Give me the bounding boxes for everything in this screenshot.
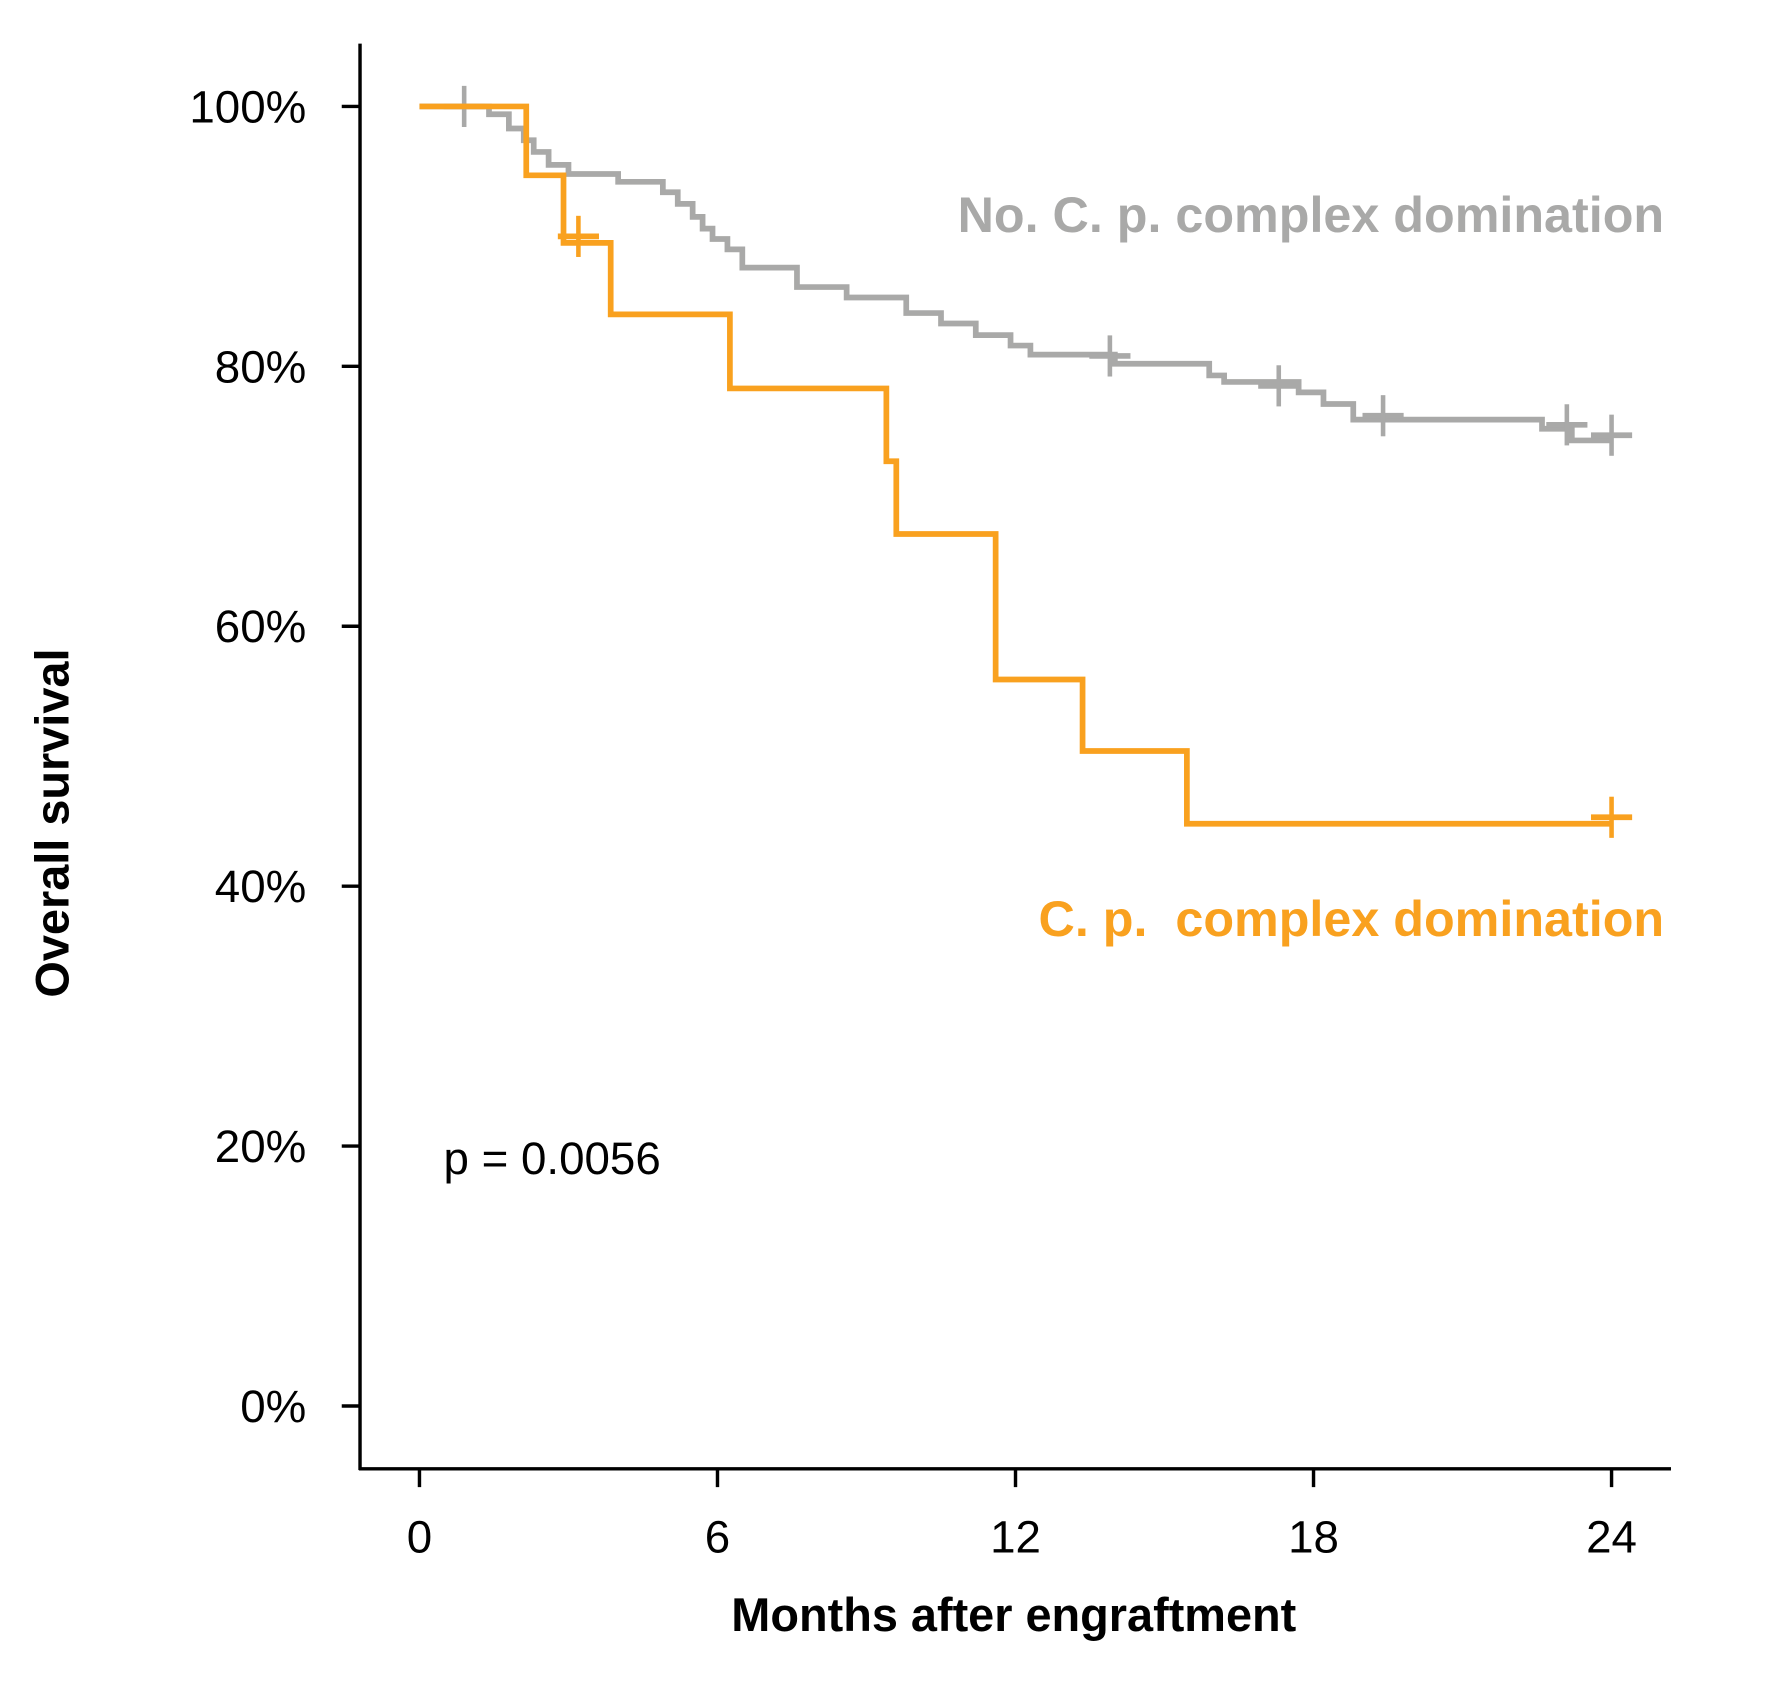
y-tick-label: 20%	[215, 1121, 306, 1172]
y-tick-label: 80%	[215, 341, 306, 392]
plot-area	[419, 85, 1633, 838]
y-tick-label: 40%	[215, 861, 306, 912]
x-ticks: 0 6 12 18 24	[407, 1468, 1637, 1562]
y-tick-label: 60%	[215, 601, 306, 652]
series-0	[419, 85, 1633, 456]
censor-mark	[1546, 404, 1588, 446]
x-tick-label: 0	[407, 1511, 432, 1562]
x-tick-label: 24	[1586, 1511, 1637, 1562]
censor-mark	[557, 215, 599, 257]
series-label-cp-domination: C. p. complex domination	[1039, 890, 1665, 947]
censor-mark	[1258, 365, 1300, 407]
survival-curve	[419, 103, 1612, 827]
series-1	[419, 103, 1633, 838]
series-label-no-cp-domination: No. C. p. complex domination	[958, 186, 1665, 243]
y-tick-label: 0%	[240, 1381, 306, 1432]
censor-mark	[1089, 335, 1131, 377]
y-tick-label: 100%	[189, 81, 306, 132]
p-value-annotation: p = 0.0056	[443, 1133, 660, 1184]
x-tick-label: 12	[990, 1511, 1041, 1562]
censor-mark	[1590, 414, 1633, 456]
x-tick-label: 6	[705, 1511, 730, 1562]
x-axis-title: Months after engraftment	[731, 1589, 1296, 1641]
censor-mark	[1590, 796, 1633, 838]
y-ticks: 0% 20% 40% 60% 80% 100%	[189, 81, 361, 1432]
censor-mark	[1362, 395, 1404, 437]
y-axis-title: Overall survival	[27, 649, 79, 998]
x-tick-label: 18	[1288, 1511, 1339, 1562]
survival-curve	[419, 103, 1612, 444]
